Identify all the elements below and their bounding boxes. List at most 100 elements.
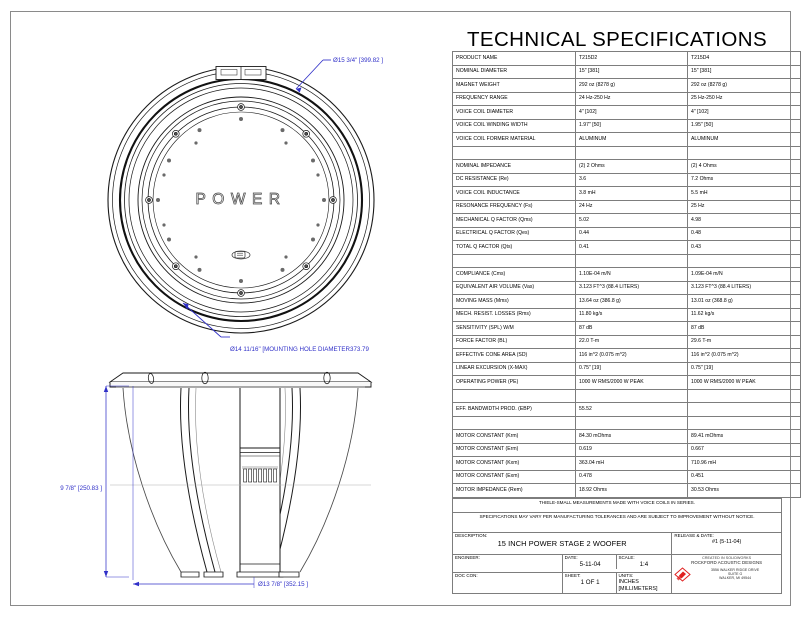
table-cell-label: EQUIVALENT AIR VOLUME (Vas) <box>452 280 576 295</box>
table-cell-label: VOICE COIL FORMER MATERIAL <box>452 132 576 147</box>
table-row: VOICE COIL FORMER MATERIAL ALUMINUM ALUMIN… <box>452 132 801 147</box>
table-cell-v2: 1.95" [50] <box>687 118 801 133</box>
table-cell-v1: 5.02 <box>575 213 688 228</box>
units-value: INCHES [MILLIMETERS] <box>618 578 658 592</box>
table-row: MECHANICAL Q FACTOR (Qms) 5.02 4.98 <box>452 213 801 228</box>
table-cell-v2: 0.667 <box>687 442 801 457</box>
table-cell-v2: 7.2 Ohms <box>687 172 801 187</box>
table-cell-v2 <box>687 402 801 417</box>
table-cell-v1: 84.30 mOhms <box>575 429 688 444</box>
table-cell-v2: T215D4 <box>687 51 801 66</box>
description-caption: DESCRIPTION: <box>455 533 488 538</box>
mounting-screw-holes <box>145 103 337 297</box>
table-cell-v2: 29.6 T-m <box>687 334 801 349</box>
cone-ring-dimples <box>156 117 326 283</box>
table-cell-v1: 24 Hz-250 Hz <box>575 91 688 106</box>
table-cell-v2: 0.48 <box>687 226 801 241</box>
dimension-basket-diameter <box>133 577 255 588</box>
table-cell-v2: 25 Hz-250 Hz <box>687 91 801 106</box>
table-row: ELECTRICAL Q FACTOR (Qes) 0.44 0.48 <box>452 226 801 241</box>
table-row <box>452 415 801 430</box>
power-logo-text: POWER <box>195 191 286 208</box>
table-cell-v2: 710.96 mH <box>687 456 801 471</box>
units-caption: UNITS: <box>618 573 634 578</box>
table-cell-label: EFF. BANDWIDTH PROD. (EBP) <box>452 402 576 417</box>
doc-con-cell: DOC CON: <box>452 571 563 594</box>
table-row: EFF. BANDWIDTH PROD. (EBP) 55.52 <box>452 402 801 417</box>
note-text-1: THIELE-SMALL MEASUREMENTS MADE WITH VOIC… <box>538 500 696 505</box>
table-cell-v2: 11.62 kg/s <box>687 307 801 322</box>
release-cell: RELEASE & DATE: #1 (5-11-04) <box>671 531 782 555</box>
table-cell-v1: 3.123 FT^3 (88.4 LITERS) <box>575 280 688 295</box>
table-cell-label <box>452 253 576 268</box>
table-cell-v1: 0.478 <box>575 469 688 484</box>
table-row: MOTOR IMPEDANCE (Rem) 18.92 Ohms 30.53 Ohm… <box>452 483 801 498</box>
table-cell-label: MECHANICAL Q FACTOR (Qms) <box>452 213 576 228</box>
table-row: NOMINAL DIAMETER 15" [381] 15" [381] <box>452 64 801 79</box>
table-cell-v1: 15" [381] <box>575 64 688 79</box>
table-cell-v2 <box>687 145 801 160</box>
description-value: 15 INCH POWER STAGE 2 WOOFER <box>497 539 627 548</box>
table-cell-label: MOTOR CONSTANT (Erm) <box>452 442 576 457</box>
table-row: DC RESISTANCE (Re) 3.6 7.2 Ohms <box>452 172 801 187</box>
table-cell-v2: 15" [381] <box>687 64 801 79</box>
table-cell-label: NOMINAL IMPEDANCE <box>452 159 576 174</box>
dimension-mounting-hole-label: Ø14 11/16" [MOUNTING HOLE DIAMETER373.79 <box>230 346 369 353</box>
table-cell-v1: 87 dB <box>575 321 688 336</box>
table-row: VOICE COIL WINDING WIDTH 1.97" [50] 1.95" … <box>452 118 801 133</box>
specifications-table: PRODUCT NAME T215D2 T215D4 NOMINAL DIAMETER… <box>452 51 801 498</box>
table-cell-label <box>452 388 576 403</box>
table-row: MOTOR CONSTANT (Kxm) 363.04 mH 710.96 mH <box>452 456 801 471</box>
table-cell-v2: 13.01 oz (368.8 g) <box>687 294 801 309</box>
table-row: MOTOR CONSTANT (Exm) 0.478 0.451 <box>452 469 801 484</box>
table-cell-label: EFFECTIVE CONE AREA (SD) <box>452 348 576 363</box>
table-cell-label <box>452 145 576 160</box>
description-cell: DESCRIPTION: 15 INCH POWER STAGE 2 WOOFE… <box>451 531 673 555</box>
table-cell-v2: 87 dB <box>687 321 801 336</box>
table-row: EFFECTIVE CONE AREA (SD) 116 in^2 (0.075 … <box>452 348 801 363</box>
table-cell-v2: 0.43 <box>687 240 801 255</box>
table-cell-v2: 0.451 <box>687 469 801 484</box>
dimension-overall-diameter <box>295 59 331 93</box>
specifications-panel: TECHNICAL SPECIFICATIONS PRODUCT NAME T21… <box>451 28 801 595</box>
table-row: VOICE COIL INDUCTANCE 3.8 mH 5.5 mH <box>452 186 801 201</box>
table-cell-v2: 292 oz (8278 g) <box>687 78 801 93</box>
table-cell-v1: 3.6 <box>575 172 688 187</box>
dimension-mounting-hole <box>182 302 230 338</box>
table-cell-label: SENSITIVITY (SPL) W/M <box>452 321 576 336</box>
sheet-units-cell: SHEET: 1 OF 1 UNITS: INCHES [MILLIMETERS… <box>561 571 673 594</box>
drawing-sheet: POWER Ø15 3/4" [399.82 ] Ø14 11 <box>10 11 801 606</box>
table-cell-v2: 4" [102] <box>687 105 801 120</box>
table-row: MAGNET WEIGHT 292 oz (8278 g) 292 oz (8278… <box>452 78 801 93</box>
table-row: MOTOR CONSTANT (Erm) 0.619 0.667 <box>452 442 801 457</box>
table-row: SENSITIVITY (SPL) W/M 87 dB 87 dB <box>452 321 801 336</box>
table-cell-v2: ALUMINUM <box>687 132 801 147</box>
title-block: THIELE-SMALL MEASUREMENTS MADE WITH VOIC… <box>451 497 782 595</box>
table-cell-v1: 4" [102] <box>575 105 688 120</box>
dimension-basket-diameter-label: Ø13 7/8" [352.15 ] <box>258 581 308 588</box>
brand-mark-icon <box>231 250 251 260</box>
dimension-overall-diameter-label: Ø15 3/4" [399.82 ] <box>333 57 383 64</box>
table-cell-label: MOTOR CONSTANT (Exm) <box>452 469 576 484</box>
table-row: MOTOR CONSTANT (Krm) 84.30 mOhms 89.41 mOh… <box>452 429 801 444</box>
sheet-caption: SHEET: <box>564 573 581 578</box>
table-cell-v2: 30.53 Ohms <box>687 483 801 498</box>
table-cell-label: VOICE COIL INDUCTANCE <box>452 186 576 201</box>
table-row: OPERATING POWER (PE) 1000 W RMS/2000 W PE… <box>452 375 801 390</box>
table-cell-v1 <box>575 253 688 268</box>
table-cell-label: LINEAR EXCURSION (X-MAX) <box>452 361 576 376</box>
page-title: TECHNICAL SPECIFICATIONS <box>466 28 768 51</box>
table-cell-v1: (2) 2 Ohms <box>575 159 688 174</box>
side-view <box>108 371 373 578</box>
table-cell-label: MOTOR CONSTANT (Kxm) <box>452 456 576 471</box>
company-logo-cell: CREATED IN SOLIDWORKS ROCKFORD ACOUSTIC … <box>671 553 782 594</box>
address-line-2: SUITE G <box>727 571 743 576</box>
table-cell-v2: 5.5 mH <box>687 186 801 201</box>
mechanical-drawing-area: POWER Ø15 3/4" [399.82 ] Ø14 11 <box>11 12 449 605</box>
table-cell-label: FORCE FACTOR (BL) <box>452 334 576 349</box>
table-cell-v2: 1000 W RMS/2000 W PEAK <box>687 375 801 390</box>
table-cell-v2 <box>687 388 801 403</box>
table-cell-v2: 4.98 <box>687 213 801 228</box>
table-cell-v1: T215D2 <box>575 51 688 66</box>
table-cell-label: MAGNET WEIGHT <box>452 78 576 93</box>
